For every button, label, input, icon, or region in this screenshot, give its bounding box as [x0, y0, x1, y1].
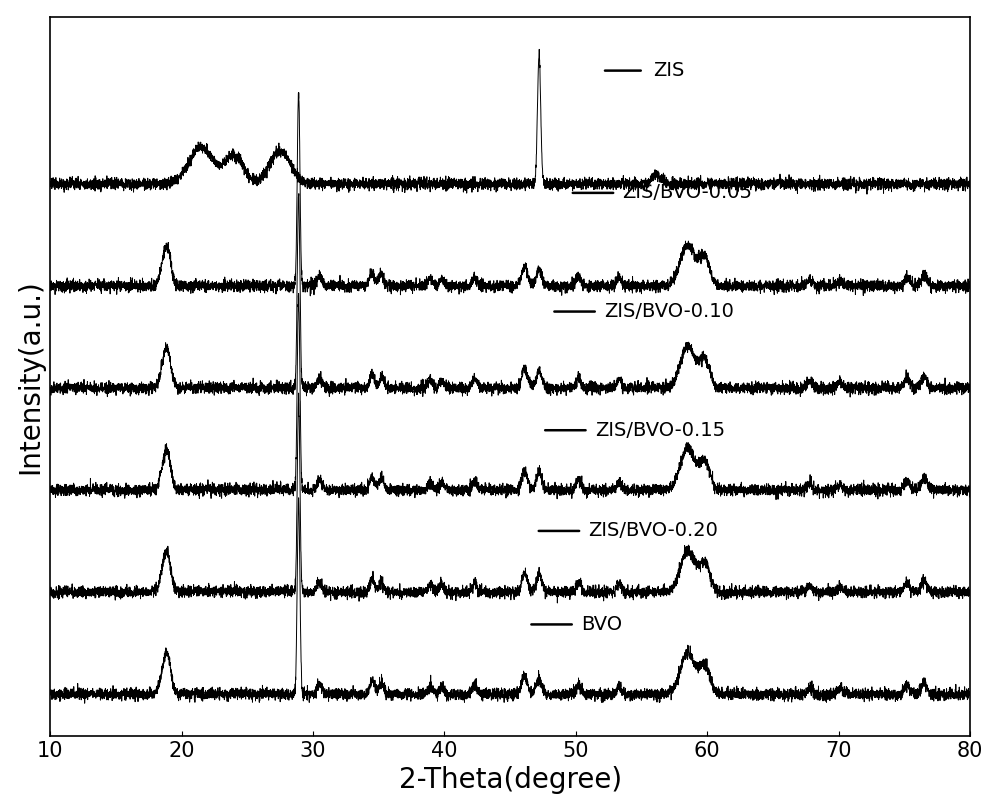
Text: ZIS: ZIS: [653, 61, 684, 80]
Text: ZIS/BVO-0.20: ZIS/BVO-0.20: [588, 521, 718, 540]
X-axis label: 2-Theta(degree): 2-Theta(degree): [399, 766, 622, 794]
Text: BVO: BVO: [581, 615, 622, 634]
Y-axis label: Intensity(a.u.): Intensity(a.u.): [17, 279, 45, 474]
Text: ZIS/BVO-0.05: ZIS/BVO-0.05: [622, 183, 752, 203]
Text: ZIS/BVO-0.15: ZIS/BVO-0.15: [595, 421, 725, 440]
Text: ZIS/BVO-0.10: ZIS/BVO-0.10: [604, 302, 734, 321]
